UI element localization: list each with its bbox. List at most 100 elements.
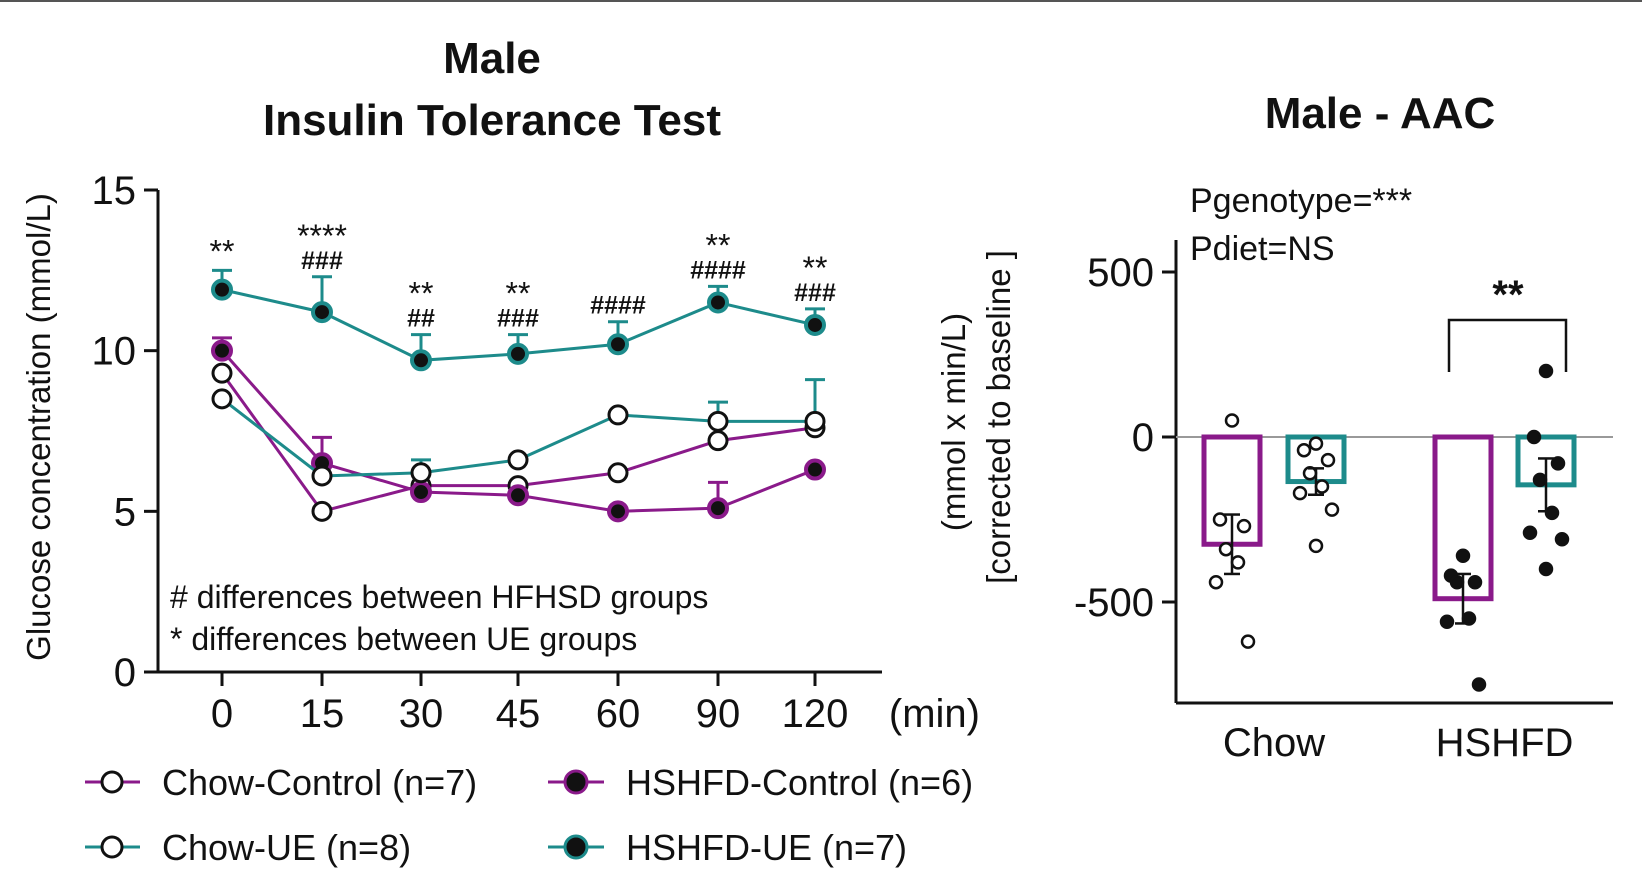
legend-hshfd-control-marker: [563, 769, 589, 795]
itt-series-3: [211, 268, 826, 372]
itt-y-tick-label: 0: [114, 651, 136, 695]
itt-series-group: [211, 268, 826, 523]
itt-star-marker: **: [506, 276, 531, 312]
itt-chart: Male Insulin Tolerance Test Glucose conc…: [20, 34, 980, 736]
aac-data-point: [1532, 472, 1548, 488]
aac-data-point: [1240, 634, 1256, 649]
itt-hash-marker: ###: [497, 305, 539, 333]
itt-data-point: [410, 481, 432, 504]
legend-hshfd-control: HSHFD-Control (n=6): [548, 762, 973, 803]
itt-data-point: [211, 388, 233, 410]
itt-significance-group: ** ###****##**###** ########**###**: [210, 218, 836, 333]
itt-annotation-star: * differences between UE groups: [170, 621, 637, 657]
itt-x-tick-label: 15: [300, 692, 345, 736]
itt-title-line-1: Male: [443, 34, 541, 83]
aac-y-tick-label: -500: [1074, 581, 1154, 625]
aac-data-point: [1296, 442, 1312, 458]
top-border: [0, 0, 1642, 2]
itt-data-point: [607, 500, 629, 523]
itt-data-point: [311, 500, 333, 522]
aac-data-point: [1526, 429, 1542, 445]
legend-chow-ue-marker: [100, 835, 124, 859]
itt-x-axis-unit: (min): [889, 692, 980, 736]
aac-data-point: [1538, 561, 1554, 577]
itt-data-point: [607, 404, 629, 426]
itt-star-marker: **: [409, 276, 434, 312]
aac-data-point: [1308, 538, 1324, 554]
itt-data-point: [507, 484, 529, 507]
itt-y-tick-label: 10: [92, 330, 137, 374]
itt-star-marker: **: [210, 233, 235, 269]
aac-data-point: [1439, 614, 1455, 630]
aac-y-tick-label: 0: [1132, 416, 1154, 460]
itt-x-tick-label: 30: [399, 692, 444, 736]
itt-y-tick-label: 5: [114, 490, 136, 534]
aac-data-point: [1550, 456, 1566, 471]
aac-x-tick-label: Chow: [1223, 721, 1325, 765]
aac-bracket-label: **: [1492, 273, 1524, 317]
aac-p-diet: Pdiet=NS: [1190, 230, 1335, 268]
itt-y-tick-label: 15: [92, 169, 137, 213]
aac-data-point: [1292, 485, 1308, 501]
itt-annotation-hash: # differences between HFHSD groups: [170, 579, 708, 615]
legend-chow-ue: Chow-UE (n=8): [85, 827, 411, 868]
itt-x-tick-label: 120: [782, 692, 849, 736]
aac-data-point: [1544, 505, 1560, 521]
itt-data-point: [311, 301, 333, 324]
aac-data-point: [1554, 532, 1570, 547]
itt-data-point: [707, 497, 729, 520]
itt-data-point: [707, 291, 729, 314]
aac-data-point: [1208, 574, 1224, 590]
aac-data-point: [1218, 541, 1234, 557]
aac-data-point: [1455, 548, 1471, 564]
legend-chow-ue-label: Chow-UE (n=8): [162, 827, 411, 868]
aac-data-point: [1230, 555, 1246, 570]
itt-data-point: [607, 333, 629, 356]
itt-hash-marker: ##: [407, 305, 435, 333]
legend-hshfd-control-label: HSHFD-Control (n=6): [626, 762, 973, 803]
itt-data-point: [410, 462, 432, 484]
itt-x-tick-label: 60: [596, 692, 641, 736]
itt-data-point: [211, 362, 233, 384]
aac-data-point: [1449, 574, 1465, 590]
legend: Chow-Control (n=7) HSHFD-Control (n=6) C…: [85, 762, 973, 868]
itt-data-point: [607, 462, 629, 484]
itt-title-line-2: Insulin Tolerance Test: [263, 96, 721, 145]
itt-star-marker: **: [803, 250, 828, 286]
aac-data-point: [1538, 363, 1554, 379]
aac-x-tick-label: HSHFD: [1436, 721, 1574, 765]
aac-data-point: [1522, 525, 1538, 540]
itt-hash-marker: ####: [690, 256, 746, 284]
aac-data-point: [1212, 512, 1228, 527]
itt-hash-marker: ###: [301, 247, 343, 275]
itt-data-point: [211, 339, 233, 362]
aac-bracket-line: [1447, 318, 1568, 372]
aac-y-tick-label: 500: [1087, 251, 1154, 295]
aac-y-label-line-1: (mmol x min/L): [935, 313, 972, 531]
itt-hash-marker: ###: [794, 279, 836, 307]
itt-series-2: [211, 378, 826, 487]
aac-p-genotype: Pgenotype=***: [1190, 182, 1412, 220]
itt-hash-marker: ####: [590, 292, 646, 320]
itt-x-tick-label: 90: [696, 692, 741, 736]
legend-chow-control: Chow-Control (n=7): [85, 762, 477, 803]
itt-data-point: [804, 458, 826, 481]
aac-data-point: [1308, 436, 1324, 451]
itt-y-axis-label: Glucose concentration (mmol/L): [20, 193, 57, 661]
aac-y-label-line-2: [corrected to baseline ]: [980, 250, 1017, 584]
legend-chow-control-label: Chow-Control (n=7): [162, 762, 477, 803]
legend-hshfd-ue-label: HSHFD-UE (n=7): [626, 827, 907, 868]
itt-data-point: [410, 349, 432, 372]
itt-x-tick-label: 0: [211, 692, 233, 736]
aac-data-point: [1471, 677, 1487, 692]
itt-axes: 0 5 10 15 0 15 30 45 60 90 120: [92, 169, 882, 736]
itt-data-point: [804, 410, 826, 432]
itt-star-marker: **: [706, 227, 731, 263]
legend-hshfd-ue-marker: [563, 834, 589, 860]
legend-chow-control-marker: [100, 770, 124, 794]
itt-data-point: [507, 342, 529, 365]
legend-hshfd-ue: HSHFD-UE (n=7): [548, 827, 907, 868]
aac-data-point: [1320, 452, 1336, 468]
aac-data-point: [1467, 574, 1483, 590]
